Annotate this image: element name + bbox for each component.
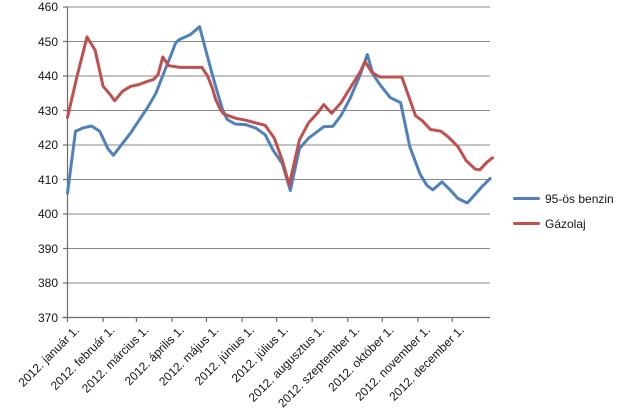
legend-item-gazolaj: Gázolaj bbox=[513, 211, 614, 236]
y-tick-label: 410 bbox=[37, 172, 58, 187]
y-tick-label: 390 bbox=[37, 241, 58, 256]
y-tick-label: 370 bbox=[37, 310, 58, 325]
y-tick-label: 400 bbox=[37, 207, 58, 221]
y-tick-label: 420 bbox=[37, 138, 58, 152]
y-tick-label: 440 bbox=[37, 69, 58, 83]
benzin-line-swatch bbox=[513, 196, 540, 201]
y-tick-label: 430 bbox=[37, 103, 58, 118]
y-tick-label: 380 bbox=[37, 276, 58, 290]
legend: 95-ös benzin Gázolaj bbox=[513, 186, 614, 236]
legend-label-gazolaj: Gázolaj bbox=[545, 216, 586, 231]
gazolaj-line-swatch bbox=[513, 221, 540, 226]
gazolaj-line bbox=[66, 35, 494, 187]
legend-label-benzin: 95-ös benzin bbox=[545, 191, 614, 206]
benzin-line bbox=[66, 25, 492, 205]
legend-item-benzin: 95-ös benzin bbox=[513, 186, 614, 211]
y-tick-label: 450 bbox=[37, 34, 58, 49]
y-tick-label: 460 bbox=[37, 0, 58, 14]
